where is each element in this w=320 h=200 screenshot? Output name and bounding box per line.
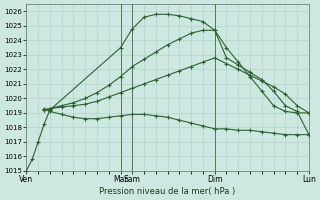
X-axis label: Pression niveau de la mer( hPa ): Pression niveau de la mer( hPa ) xyxy=(100,187,236,196)
